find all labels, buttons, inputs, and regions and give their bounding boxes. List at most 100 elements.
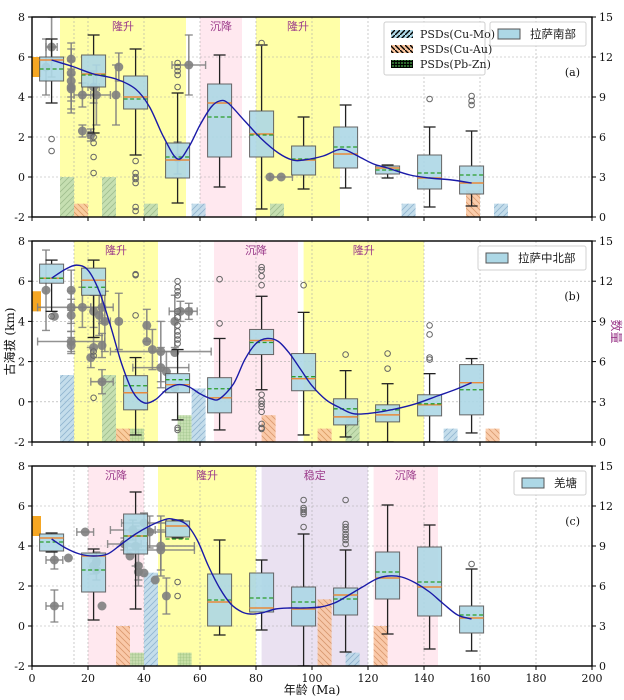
y-tick-label: 2 bbox=[18, 580, 25, 593]
legend-box-swatch bbox=[485, 252, 509, 264]
scatter-point bbox=[114, 52, 124, 82]
plot-area bbox=[32, 466, 592, 666]
x-tick-label: 200 bbox=[582, 672, 603, 685]
box-body bbox=[81, 267, 107, 296]
flier-point bbox=[174, 340, 181, 347]
box-body bbox=[165, 373, 191, 394]
y-tick-label-right: 3 bbox=[599, 620, 606, 633]
flier-point bbox=[174, 63, 181, 71]
band-label: 沉降 bbox=[395, 468, 417, 482]
flier-point bbox=[300, 523, 307, 531]
region-legend: 拉萨南部 bbox=[489, 21, 587, 47]
scatter-marker bbox=[147, 345, 157, 355]
scatter-point bbox=[98, 290, 112, 353]
box-plot bbox=[81, 259, 107, 402]
flier-point bbox=[174, 287, 181, 295]
region-legend: 拉萨中北部 bbox=[477, 245, 587, 271]
box-body bbox=[165, 520, 191, 538]
flier-point bbox=[48, 313, 55, 320]
panel-label: (b) bbox=[564, 290, 580, 303]
psd-bar-cumo bbox=[443, 428, 458, 442]
flier-point bbox=[258, 403, 265, 411]
y-tick-label-right: 3 bbox=[599, 171, 606, 184]
flier-point bbox=[342, 533, 349, 541]
scatter-point bbox=[139, 568, 149, 578]
box-plot bbox=[81, 548, 107, 621]
flier-point bbox=[384, 365, 391, 372]
flier-point bbox=[132, 175, 139, 183]
box-plot bbox=[459, 560, 485, 652]
flier-point bbox=[426, 331, 433, 338]
y-tick-label: 6 bbox=[18, 51, 25, 64]
y-tick-label: 2 bbox=[18, 356, 25, 369]
box-plot bbox=[333, 104, 359, 189]
flier-point bbox=[468, 97, 475, 105]
scatter-marker bbox=[276, 172, 286, 182]
x-tick-label: 60 bbox=[193, 672, 207, 685]
flier-point bbox=[48, 135, 55, 143]
band-label: 隆升 bbox=[105, 243, 127, 257]
box-plot bbox=[417, 95, 443, 208]
scatter-marker bbox=[156, 347, 166, 357]
flier-point bbox=[258, 39, 265, 47]
modern-elevation-bar bbox=[32, 516, 41, 536]
y-tick-label-right: 3 bbox=[599, 396, 606, 409]
box-body bbox=[459, 165, 485, 195]
scatter-marker bbox=[49, 555, 59, 565]
x-tick-label: 120 bbox=[358, 672, 379, 685]
flier-point bbox=[468, 92, 475, 100]
psd-bar-cuau bbox=[116, 626, 130, 666]
flier-point bbox=[132, 157, 139, 165]
scatter-marker bbox=[170, 316, 180, 326]
flier-point bbox=[174, 83, 181, 91]
psd-bar-cuau bbox=[373, 626, 388, 666]
y-tick-label-right: 9 bbox=[599, 91, 606, 104]
flier-point bbox=[174, 308, 181, 315]
flier-point bbox=[426, 356, 433, 363]
box-plot bbox=[459, 357, 485, 434]
scatter-point bbox=[150, 575, 160, 585]
box-plot bbox=[207, 539, 233, 636]
legend-frame bbox=[513, 470, 587, 496]
x-axis-title: 年龄 (Ma) bbox=[284, 683, 341, 697]
scatter-marker bbox=[156, 545, 166, 555]
y-tick-label: 6 bbox=[18, 275, 25, 288]
legend-psd-label: PSDs(Pb-Zn) bbox=[420, 58, 491, 71]
flier-point bbox=[48, 147, 55, 155]
box-plot bbox=[249, 559, 275, 631]
flier-point bbox=[174, 71, 181, 79]
scatter-point bbox=[97, 601, 107, 611]
flier-point bbox=[342, 496, 349, 504]
flier-point bbox=[132, 179, 139, 187]
psd-bar-cuau bbox=[317, 599, 332, 666]
y-tick-label: 4 bbox=[18, 91, 25, 104]
y-tick-label-right: 6 bbox=[599, 580, 606, 593]
scatter-marker bbox=[100, 316, 110, 326]
band-label: 稳定 bbox=[304, 468, 326, 482]
flier-point bbox=[300, 506, 307, 514]
y-tick-label-right: 6 bbox=[599, 131, 606, 144]
y-tick-label-right: 0 bbox=[599, 660, 606, 673]
flier-point bbox=[174, 592, 181, 600]
flier-point bbox=[174, 328, 181, 335]
flier-point bbox=[174, 322, 181, 329]
box-plot bbox=[249, 39, 275, 210]
box-plot bbox=[417, 322, 443, 442]
flier-point bbox=[342, 530, 349, 538]
scatter-marker bbox=[41, 285, 51, 295]
scatter-marker bbox=[66, 285, 76, 295]
x-tick-label: 180 bbox=[526, 672, 547, 685]
flier-point bbox=[132, 312, 139, 319]
flier-point bbox=[258, 400, 265, 408]
band-uplift bbox=[60, 17, 186, 217]
flier-point bbox=[174, 332, 181, 339]
scatter-marker bbox=[114, 316, 124, 326]
scatter-point bbox=[90, 368, 114, 395]
psd-bar-cuau bbox=[116, 428, 130, 442]
scatter-point bbox=[269, 172, 294, 182]
psd-bar-cuau bbox=[485, 428, 500, 442]
panel-label: (c) bbox=[565, 515, 580, 528]
x-tick-label: 0 bbox=[29, 672, 36, 685]
flier-point bbox=[342, 540, 349, 548]
